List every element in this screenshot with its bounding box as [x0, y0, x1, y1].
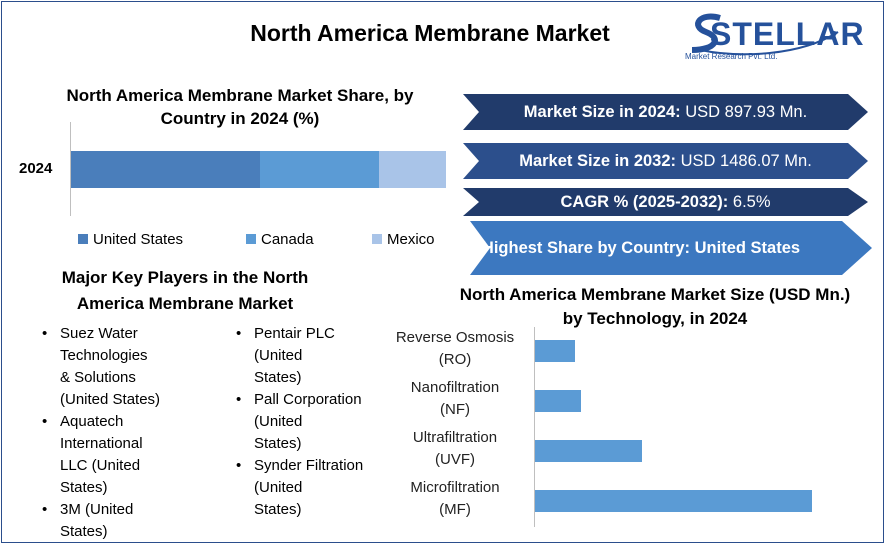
player-name-line: States): [60, 479, 108, 496]
player-name-line: Synder Filtration: [254, 457, 364, 474]
legend-label: United States: [93, 231, 184, 248]
player-name-line: (United: [254, 347, 303, 364]
player-item: • Pall Corporation (United States): [236, 389, 363, 455]
stat-label: CAGR % (2025-2032):: [560, 192, 729, 211]
stat-market-size-2032: Market Size in 2032: USD 1486.07 Mn.: [463, 143, 868, 179]
stat-highest-share: Highest Share by Country: United States: [470, 221, 872, 275]
player-name-line: 3M (United: [60, 501, 134, 518]
player-item: • Aquatech International LLC (United States): [42, 411, 160, 499]
tech-bar: [535, 440, 642, 462]
tech-category-label: Ultrafiltration (UVF): [380, 427, 530, 471]
stat-label: Market Size in 2024:: [523, 102, 681, 121]
bullet-icon: •: [236, 457, 242, 474]
player-name-line: States): [254, 501, 302, 518]
player-name-line: Suez Water: [60, 325, 138, 342]
players-column-1: • Suez Water Technologies & Solutions (Unite…: [42, 323, 160, 543]
share-bar-segment-1: [260, 151, 379, 188]
player-name-line: LLC (United: [60, 457, 141, 474]
player-name-line: Aquatech: [60, 413, 124, 430]
legend-swatch: [246, 234, 256, 244]
legend-item: Mexico: [372, 231, 435, 248]
stellar-logo: STELLAR Market Research Pvt. Ltd.: [680, 6, 864, 66]
players-title: Major Key Players in the North America M…: [61, 268, 309, 313]
player-name-line: States): [254, 369, 302, 386]
legend-label: Mexico: [387, 231, 435, 248]
player-name-line: Pall Corporation: [254, 391, 362, 408]
stat-cagr: CAGR % (2025-2032): 6.5%: [463, 188, 868, 216]
arrow-banner-icon: [463, 188, 868, 216]
legend-swatch: [78, 234, 88, 244]
stat-market-size-2024: Market Size in 2024: USD 897.93 Mn.: [463, 94, 868, 130]
stat-label: Market Size in 2032:: [519, 151, 677, 170]
share-bar-segment-2: [378, 151, 446, 188]
bullet-icon: •: [42, 413, 48, 430]
bullet-icon: •: [236, 325, 242, 342]
tech-category-label-line: Nanofiltration: [410, 379, 500, 396]
player-name-line: Technologies: [60, 347, 148, 364]
logo-brand: STELLAR: [710, 16, 865, 52]
stat-value: USD 897.93 Mn.: [685, 102, 808, 121]
share-chart-axis: [70, 122, 71, 216]
tech-chart-axis: [534, 327, 535, 527]
tech-category-label-line: (MF): [439, 501, 471, 518]
share-chart-title: North America Membrane Market Share, by …: [66, 86, 414, 128]
tech-category-label: Microfiltration (MF): [380, 477, 530, 521]
tech-category-label: Nanofiltration (NF): [380, 377, 530, 421]
arrow-banner-icon: [463, 94, 868, 130]
arrow-banner-icon: [463, 143, 868, 179]
legend-item: Canada: [246, 231, 314, 248]
tech-category-label-line: Reverse Osmosis: [395, 329, 515, 346]
logo-swoosh-icon: [691, 13, 839, 56]
share-stacked-bar: [71, 151, 446, 188]
bullet-icon: •: [42, 325, 48, 342]
player-name-line: (United: [254, 479, 303, 496]
bullet-icon: •: [236, 391, 242, 408]
logo-tagline: Market Research Pvt. Ltd.: [685, 52, 778, 61]
player-name-line: States): [60, 523, 108, 540]
tech-category-label-line: Microfiltration: [410, 479, 500, 496]
arrow-banner-icon: [470, 221, 872, 275]
player-item: • Pentair PLC (United States): [236, 323, 363, 389]
share-bar-segment-0: [71, 151, 261, 188]
share-chart-category-label: 2024: [19, 160, 53, 177]
tech-bar: [535, 490, 812, 512]
legend-swatch: [372, 234, 382, 244]
player-name-line: (United States): [60, 391, 161, 408]
stat-label: Highest Share by Country: United States: [481, 238, 801, 257]
tech-chart-title: North America Membrane Market Size (USD …: [459, 285, 851, 328]
player-name-line: Pentair PLC: [254, 325, 335, 342]
player-name-line: States): [254, 435, 302, 452]
tech-category-label-line: Ultrafiltration: [412, 429, 498, 446]
player-name-line: & Solutions: [60, 369, 136, 386]
tech-category-label-line: (RO): [438, 351, 472, 368]
player-name-line: International: [60, 435, 143, 452]
tech-bar: [535, 390, 581, 412]
legend-label: Canada: [261, 231, 314, 248]
player-item: • Suez Water Technologies & Solutions (Unite…: [42, 323, 160, 411]
player-item: • 3M (United States): [42, 499, 160, 543]
page-title: North America Membrane Market: [250, 20, 610, 46]
legend-item: United States: [78, 231, 183, 248]
players-column-2: • Pentair PLC (United States) • Pall Corporat…: [236, 323, 363, 521]
tech-category-label-line: (UVF): [435, 451, 475, 468]
player-name-line: (United: [254, 413, 303, 430]
tech-category-label-line: (NF): [440, 401, 470, 418]
stat-value: 6.5%: [732, 192, 771, 211]
bullet-icon: •: [42, 501, 48, 518]
tech-bar: [535, 340, 575, 362]
player-item: • Synder Filtration (United States): [236, 455, 363, 521]
stat-value: USD 1486.07 Mn.: [680, 151, 812, 170]
tech-category-label: Reverse Osmosis (RO): [380, 327, 530, 371]
